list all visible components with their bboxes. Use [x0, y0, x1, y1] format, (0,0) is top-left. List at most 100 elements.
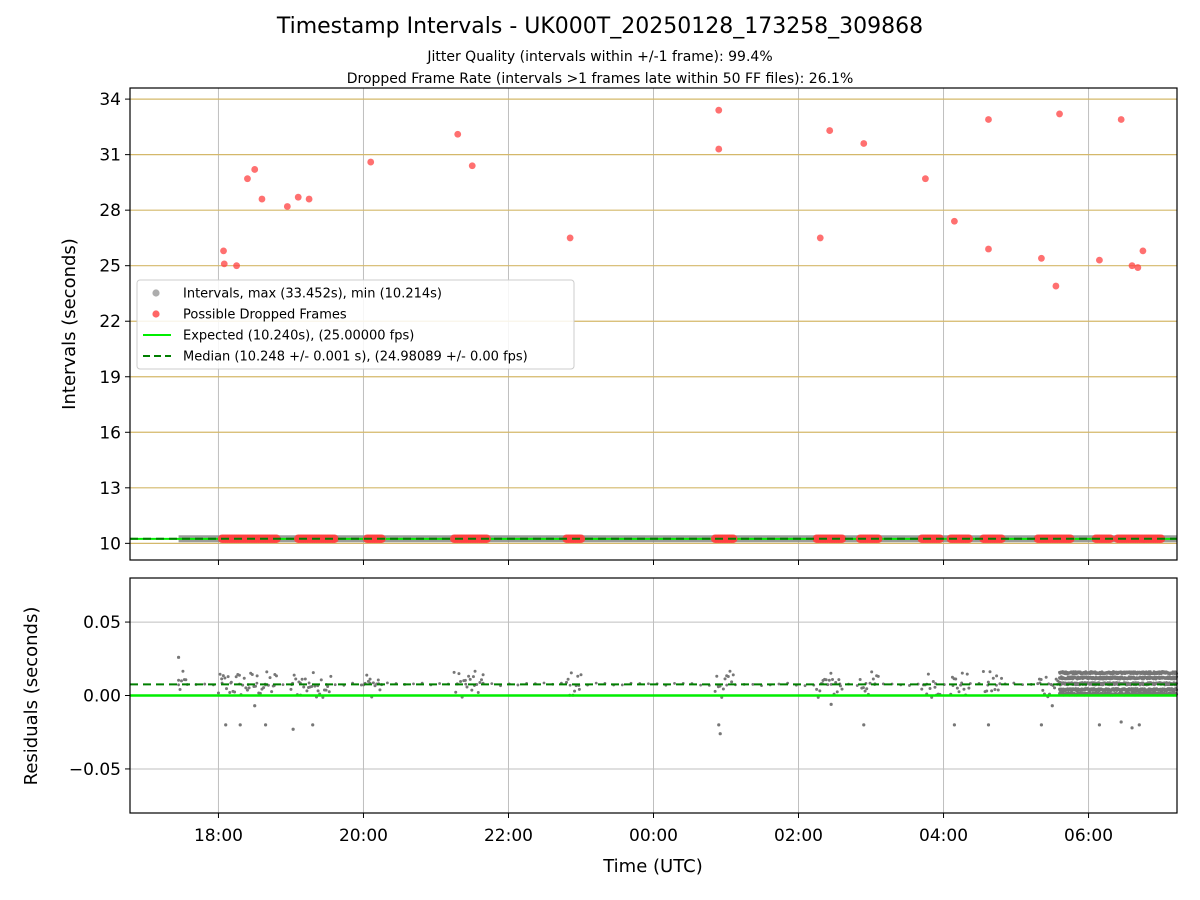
residual-point	[568, 683, 572, 687]
residual-point	[731, 673, 735, 677]
residual-point	[378, 688, 382, 692]
x-tick-label: 00:00	[629, 826, 678, 846]
intervals-ytick-label: 22	[99, 312, 121, 332]
dropped-frame-baseline-point	[330, 534, 339, 543]
residual-point	[865, 687, 869, 691]
residual-point	[986, 680, 990, 684]
dropped-frame-point	[1139, 247, 1147, 255]
residual-point	[569, 671, 573, 675]
residual-outlier-point	[253, 704, 257, 708]
dropped-frame-point	[283, 203, 291, 210]
residual-point	[803, 684, 807, 688]
residual-point	[471, 675, 475, 679]
residual-point	[242, 676, 246, 680]
dropped-frame-point	[220, 247, 227, 255]
residual-point	[274, 674, 278, 678]
residual-point	[957, 690, 961, 694]
residual-point	[576, 674, 580, 678]
residual-point	[985, 689, 989, 693]
residual-point	[723, 677, 727, 681]
residual-point	[250, 673, 254, 677]
x-tick-label: 06:00	[1064, 826, 1113, 846]
residual-point	[876, 674, 880, 678]
residual-point	[516, 683, 520, 687]
residual-point	[305, 689, 309, 693]
intervals-panel: 10 13 16 19 22 25 28 31 34 Intervals (seconds) I…	[59, 87, 1178, 565]
residual-point	[981, 670, 985, 674]
legend: Intervals, max (33.452s), min (10.214s) P…	[136, 279, 575, 370]
residual-point	[258, 691, 262, 695]
residual-point	[566, 677, 570, 681]
intervals-ytick-label: 28	[99, 201, 121, 221]
residual-point	[1000, 676, 1004, 680]
residual-point	[255, 681, 259, 685]
residual-point	[871, 677, 875, 681]
residual-outlier-point	[1119, 720, 1123, 724]
x-tick-label: 18:00	[194, 826, 243, 846]
residual-point	[829, 671, 833, 675]
dropped-frame-point	[305, 195, 313, 203]
residual-point	[1044, 675, 1048, 679]
residual-point	[177, 678, 181, 682]
residual-point	[476, 691, 480, 695]
residual-point	[244, 686, 248, 690]
residual-point	[327, 690, 331, 694]
residual-point	[464, 682, 468, 686]
residual-point	[577, 687, 581, 691]
residual-point	[470, 688, 474, 692]
residual-point	[203, 682, 207, 686]
residual-outlier-point	[952, 723, 957, 727]
intervals-ytick-label: 19	[99, 368, 121, 388]
residual-point	[228, 690, 232, 694]
residual-point	[262, 686, 266, 690]
residual-point	[1053, 686, 1057, 690]
residual-outlier-point	[1130, 726, 1134, 730]
residual-point	[365, 673, 369, 677]
dropped-frame-point	[454, 130, 462, 138]
residual-point	[840, 687, 844, 691]
residuals-y-axis-label: Residuals (seconds)	[21, 607, 42, 786]
residual-point	[673, 681, 676, 685]
residual-point	[268, 676, 272, 680]
residual-point	[270, 690, 274, 694]
residual-point	[452, 670, 456, 674]
residual-point	[300, 677, 304, 681]
dropped-frame-point	[951, 217, 958, 225]
residual-point	[594, 681, 598, 685]
residual-point	[725, 683, 729, 687]
dropped-frame-point	[1128, 262, 1136, 270]
dropped-frame-point	[816, 234, 824, 242]
residual-point	[620, 683, 624, 687]
legend-marker-1	[152, 310, 160, 318]
residual-point	[777, 682, 781, 686]
residual-point	[1039, 677, 1043, 681]
residual-point	[715, 674, 719, 678]
dropped-frame-point	[860, 140, 868, 147]
residual-point	[955, 686, 959, 690]
residual-outlier-point	[862, 723, 866, 727]
dropped-frame-point	[1038, 254, 1045, 262]
dropped-frame-point	[220, 260, 228, 268]
residual-point	[829, 682, 833, 686]
residual-point	[265, 670, 269, 674]
residual-point	[954, 677, 958, 681]
residual-outlier-point	[717, 723, 721, 727]
residual-point	[465, 685, 469, 689]
dropped-frame-point	[1056, 110, 1063, 118]
intervals-ytick-label: 13	[99, 479, 121, 499]
residuals-ytick-label: 0.00	[83, 687, 121, 707]
residual-point	[371, 681, 375, 685]
residual-point	[863, 689, 867, 693]
residual-point	[726, 675, 730, 679]
residual-point	[827, 678, 831, 682]
residual-point	[479, 678, 483, 682]
residual-point	[490, 682, 494, 686]
residual-point	[468, 677, 472, 681]
residual-point	[457, 672, 461, 676]
residual-point	[310, 685, 314, 689]
residual-point	[184, 678, 188, 682]
residual-point	[815, 687, 819, 691]
residual-point	[302, 685, 306, 689]
dropped-frame-point	[715, 106, 723, 114]
